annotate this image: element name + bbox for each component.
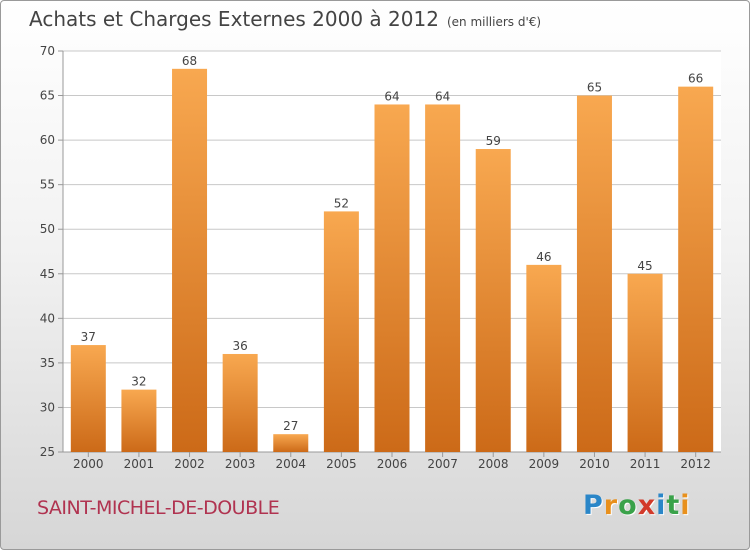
logo-letter: o — [618, 490, 638, 521]
bar — [121, 389, 157, 452]
bar-value-label: 52 — [334, 196, 349, 210]
commune-name: SAINT-MICHEL-DE-DOUBLE — [37, 497, 280, 519]
bar-value-label: 27 — [283, 419, 298, 433]
logo-letter: i — [680, 490, 691, 521]
bar-value-label: 32 — [131, 375, 146, 389]
bar — [475, 149, 511, 452]
bar — [627, 273, 663, 452]
y-tick-label: 65 — [40, 89, 55, 103]
x-tick-label: 2000 — [73, 457, 104, 471]
bar — [273, 434, 309, 452]
x-tick-label: 2001 — [124, 457, 155, 471]
x-tick-label: 2002 — [174, 457, 205, 471]
logo-letter: t — [666, 490, 681, 521]
y-tick-label: 70 — [40, 44, 55, 58]
logo-letter: r — [603, 490, 619, 521]
y-tick-label: 40 — [40, 311, 55, 325]
bar — [70, 345, 106, 452]
x-tick-label: 2010 — [579, 457, 610, 471]
bar-value-label: 36 — [233, 339, 248, 353]
y-tick-label: 45 — [40, 267, 55, 281]
x-tick-label: 2009 — [529, 457, 560, 471]
bar — [323, 211, 359, 452]
x-tick-label: 2003 — [225, 457, 256, 471]
x-tick-label: 2012 — [680, 457, 711, 471]
bar-value-label: 64 — [435, 89, 450, 103]
bar-value-label: 45 — [637, 259, 652, 273]
x-tick-label: 2008 — [478, 457, 509, 471]
x-tick-label: 2007 — [427, 457, 458, 471]
bar-value-label: 37 — [81, 330, 96, 344]
bar-value-label: 68 — [182, 54, 197, 68]
bar-value-label: 66 — [688, 72, 703, 86]
y-tick-label: 50 — [40, 222, 55, 236]
bar — [678, 86, 714, 453]
y-tick-label: 30 — [40, 400, 55, 414]
bar-value-label: 65 — [587, 81, 602, 95]
chart-title-text: Achats et Charges Externes 2000 à 2012 — [29, 7, 439, 31]
bar-value-label: 46 — [536, 250, 551, 264]
y-tick-label: 60 — [40, 133, 55, 147]
y-tick-label: 35 — [40, 356, 55, 370]
y-tick-label: 25 — [40, 445, 55, 459]
bar-value-label: 64 — [384, 89, 399, 103]
bar — [172, 68, 208, 453]
x-tick-label: 2004 — [275, 457, 306, 471]
bar — [576, 95, 612, 453]
x-tick-label: 2006 — [377, 457, 408, 471]
chart-title: Achats et Charges Externes 2000 à 2012 (e… — [29, 7, 541, 31]
chart-unit-note: (en milliers d'€) — [446, 15, 542, 29]
bar-value-label: 59 — [486, 134, 501, 148]
x-tick-label: 2011 — [630, 457, 661, 471]
logo-letter: i — [656, 490, 667, 521]
bar — [374, 104, 410, 452]
logo-letter: x — [637, 490, 657, 521]
x-tick-label: 2005 — [326, 457, 357, 471]
logo-letter: P — [583, 490, 604, 521]
bar — [425, 104, 461, 452]
bar — [222, 353, 258, 452]
y-tick-label: 55 — [40, 178, 55, 192]
proxiti-logo: Proxiti — [583, 490, 691, 521]
bar — [526, 264, 562, 452]
